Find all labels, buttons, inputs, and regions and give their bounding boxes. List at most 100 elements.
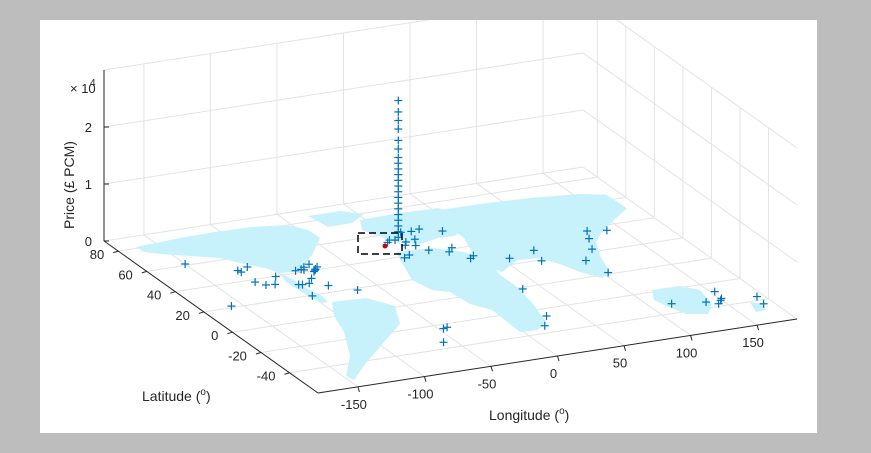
data-point-marker [394, 96, 403, 105]
x-tick-label: 50 [613, 356, 627, 371]
z-tick-label: 1 [85, 177, 92, 192]
data-point-marker [297, 265, 306, 274]
landmass-asia [440, 194, 630, 278]
data-point-marker [714, 299, 723, 308]
data-point-marker [667, 299, 676, 308]
data-point-marker [438, 227, 447, 236]
data-point-marker [394, 144, 403, 153]
x-tick-label: -150 [341, 397, 367, 412]
x-axis-label: Longitude (o) [489, 406, 569, 423]
data-point-marker [353, 286, 362, 295]
selection-box[interactable] [357, 232, 403, 255]
data-point-marker [702, 298, 711, 307]
data-point-marker [400, 253, 409, 262]
grid-lines [103, 20, 798, 388]
data-point-marker [585, 234, 594, 243]
data-point-marker [540, 321, 549, 330]
data-point-marker [424, 246, 433, 255]
data-point-marker [410, 235, 419, 244]
y-tick-label: 60 [118, 267, 132, 282]
z-tick-label: 2 [85, 120, 92, 135]
data-point-marker [394, 107, 403, 116]
y-tick-mark [227, 331, 233, 335]
y-tick-label: -20 [228, 348, 247, 363]
data-point-marker [294, 280, 303, 289]
data-point-marker [518, 284, 527, 293]
data-point-marker [604, 268, 613, 277]
x-tick-label: 150 [742, 335, 764, 350]
data-point-marker [716, 296, 725, 305]
data-point-marker [411, 241, 420, 250]
y-tick-label: -40 [257, 369, 276, 384]
data-point-marker [583, 227, 592, 236]
landmass-greenland [308, 211, 364, 227]
data-point-marker [542, 311, 551, 320]
data-point-marker [537, 256, 546, 265]
data-point-marker [710, 287, 719, 296]
data-point-marker [308, 291, 317, 300]
data-point-marker [529, 246, 538, 255]
landmass-central-america [280, 273, 328, 303]
data-point-marker [291, 266, 300, 275]
data-point-marker [233, 266, 242, 275]
data-point-marker [394, 125, 403, 134]
data-point-marker [396, 228, 405, 237]
landmass-north-america [136, 225, 320, 273]
landmass-europe [360, 208, 464, 244]
landmass-south-america [332, 298, 400, 380]
wall-grid-z [103, 166, 798, 320]
landmass-australia [652, 286, 712, 314]
data-point-marker [243, 262, 252, 271]
data-point-marker [505, 254, 514, 263]
data-point-marker [305, 279, 314, 288]
landmass-africa [396, 248, 546, 332]
data-point-marker [309, 267, 318, 276]
floor-grid-x [143, 234, 359, 388]
x-tick-mark [423, 376, 427, 382]
data-point-marker [588, 245, 597, 254]
data-point-marker [415, 225, 424, 234]
data-point-marker [407, 227, 416, 236]
data-point-marker [752, 292, 761, 301]
x-tick-mark [357, 386, 360, 392]
z-multiplier-exponent: 4 [90, 78, 96, 89]
data-point-marker [401, 238, 410, 247]
data-point-marker [181, 259, 190, 268]
y-tick-label: 20 [175, 308, 189, 323]
z-axis-label: Price (£ PCM) [61, 141, 77, 229]
data-point-marker [447, 243, 456, 252]
data-point-marker [307, 274, 316, 283]
data-point-marker [383, 238, 392, 247]
wall-grid-z [103, 109, 798, 263]
data-point-marker [271, 272, 280, 281]
z-tick-label: 0 [85, 234, 92, 249]
data-point-marker [271, 280, 280, 289]
x-tick-mark [756, 325, 760, 331]
data-point-marker [717, 294, 726, 303]
data-point-marker [324, 281, 333, 290]
y-tick-mark [198, 311, 205, 314]
x-tick-mark [623, 345, 627, 351]
data-point-marker [227, 302, 236, 311]
y-axis-line [103, 240, 319, 394]
data-point-marker [469, 251, 478, 260]
data-point-marker [394, 116, 403, 125]
data-point-marker [602, 226, 611, 235]
data-point-marker [439, 324, 448, 333]
y-tick-mark [141, 270, 147, 274]
figure-canvas: -150 -100 -50 0 50 100 150 -40 -20 0 20 40 60 80 0 1 2 ×… [40, 20, 817, 433]
y-tick-label: 80 [90, 247, 104, 262]
z-multiplier-label: × 10 [70, 81, 96, 96]
x-tick-mark [557, 355, 560, 362]
wall-top-edge [103, 20, 798, 149]
wall-grid-z [103, 52, 798, 206]
data-point-marker [251, 278, 260, 287]
z-multiplier: × 10 4 [70, 78, 96, 96]
data-point-marker [305, 260, 314, 269]
x-tick-label: -100 [407, 387, 433, 402]
x-tick-label: -50 [478, 376, 497, 391]
data-point-marker [311, 266, 320, 275]
landmass-new-zealand [750, 302, 766, 312]
data-point-marker [439, 338, 448, 347]
